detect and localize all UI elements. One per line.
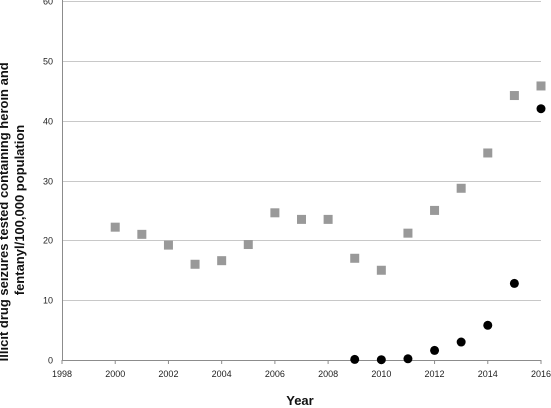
square-data-point — [430, 205, 440, 215]
y-axis-title-line-2: fentanyl/100,000 population — [12, 125, 27, 296]
x-tick-label: 2002 — [158, 369, 178, 379]
circle-data-point — [376, 355, 386, 365]
y-tick-label: 0 — [48, 356, 53, 366]
x-axis-title: Year — [286, 393, 313, 408]
square-data-point — [163, 240, 173, 250]
y-axis-title-line-1: Illicit drug seizures tested containing … — [0, 62, 11, 361]
square-data-point — [270, 208, 280, 218]
circle-data-point — [350, 354, 360, 364]
square-data-point — [483, 148, 493, 158]
circle-data-point — [509, 278, 519, 288]
y-tick-label: 40 — [43, 117, 53, 127]
y-tick-label: 30 — [43, 177, 53, 187]
x-tick-label: 2016 — [531, 369, 551, 379]
y-tick-label: 60 — [43, 0, 53, 7]
gridlines — [62, 1, 541, 301]
square-data-point — [376, 265, 386, 275]
square-data-point — [323, 214, 333, 224]
square-data-point — [217, 256, 227, 266]
square-data-point — [137, 229, 147, 239]
square-data-point — [243, 240, 253, 250]
x-tick-label: 2012 — [425, 369, 445, 379]
x-tick-label: 1998 — [52, 369, 72, 379]
data-points — [110, 81, 546, 365]
y-axis-title: Illicit drug seizures tested containing … — [0, 59, 27, 362]
square-data-point — [509, 91, 519, 101]
square-data-point — [190, 259, 200, 269]
x-tick-label: 2008 — [318, 369, 338, 379]
y-tick-label: 10 — [43, 296, 53, 306]
tick-labels: 0 10 20 30 40 50 60 1998 2000 2002 2004 2006 2008 201… — [43, 0, 551, 379]
axes — [61, 0, 542, 364]
square-data-point — [297, 214, 306, 224]
square-data-point — [350, 253, 360, 263]
square-data-point — [456, 183, 466, 193]
square-data-point — [536, 81, 546, 91]
x-tick-label: 2014 — [478, 369, 498, 379]
x-tick-label: 2010 — [371, 369, 391, 379]
circle-data-point — [536, 104, 546, 114]
x-tick-label: 2006 — [265, 369, 285, 379]
circle-data-point — [403, 354, 413, 364]
square-data-point — [110, 222, 120, 232]
square-data-point — [403, 228, 413, 238]
x-tick-label: 2004 — [212, 369, 232, 379]
y-tick-label: 20 — [43, 236, 53, 246]
circle-data-point — [430, 345, 440, 355]
x-tick-label: 2000 — [105, 369, 125, 379]
y-tick-label: 50 — [43, 57, 53, 67]
circle-data-point — [456, 337, 466, 347]
circle-data-point — [483, 320, 493, 330]
